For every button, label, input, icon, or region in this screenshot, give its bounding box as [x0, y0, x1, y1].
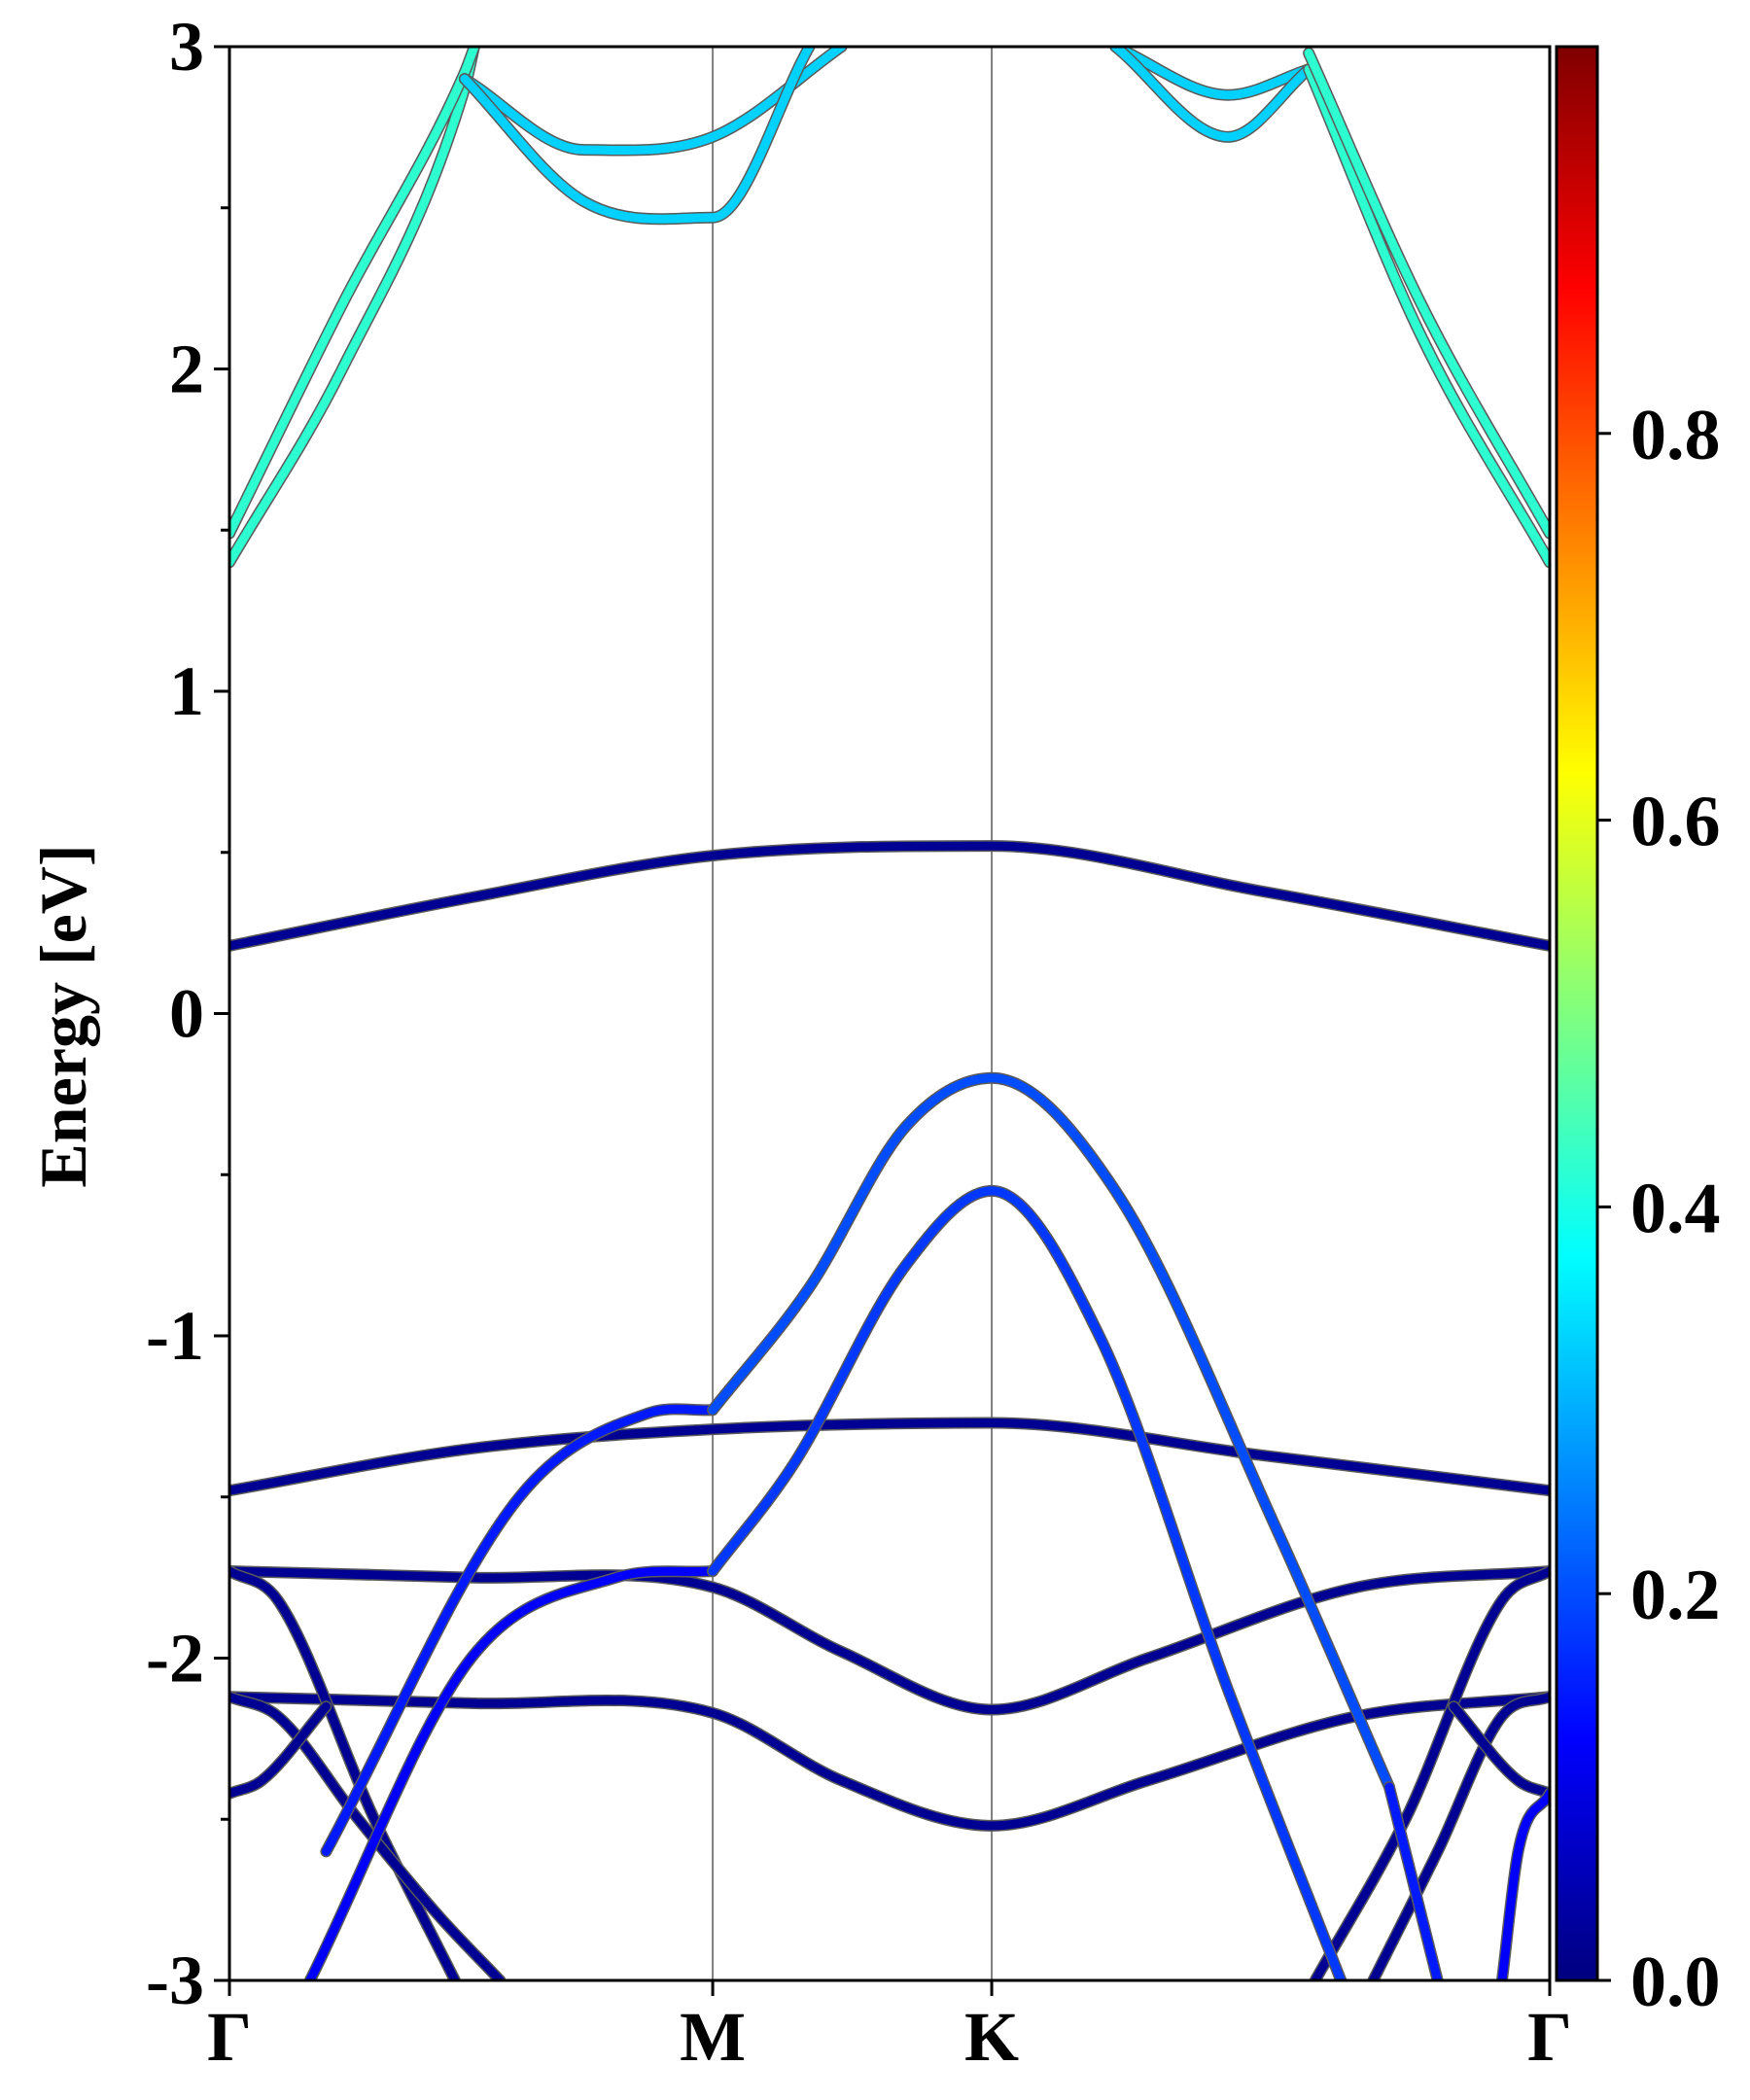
band-line-14 [1384, 1782, 1443, 1980]
colorbar-tick-label: 0.4 [1630, 1169, 1721, 1248]
band-line-6 [229, 1701, 331, 1799]
colorbar-tick-label: 0.2 [1630, 1556, 1721, 1635]
band-line-12 [708, 1073, 1394, 1792]
band-line-1 [229, 1418, 1550, 1495]
x-tick-label: M [680, 1998, 746, 2076]
axes: -3 -2 -1 0 1 2 3 Γ M K Γ [146, 8, 1572, 2076]
band-line-22 [1304, 64, 1550, 567]
band-line-7 [1311, 1566, 1550, 1980]
x-tick-label: Γ [1527, 1998, 1572, 2076]
colorbar-gradient [1555, 45, 1599, 1982]
colorbar: 0.0 0.2 0.4 0.6 0.8 [1555, 45, 1721, 2022]
band-line-10 [305, 1566, 718, 1980]
band-line-23 [1304, 49, 1550, 539]
band-line-5 [229, 1692, 505, 1980]
colorbar-tick-label: 0.0 [1630, 1942, 1721, 2022]
band-line-19 [460, 47, 814, 224]
band-line-3 [229, 1692, 1550, 1831]
band-line-9 [1449, 1701, 1550, 1799]
band-line-8 [1368, 1692, 1550, 1980]
band-line-13 [708, 1186, 1346, 1980]
band-line-15 [1497, 1789, 1550, 1980]
y-tick-label: -3 [146, 1942, 204, 2019]
y-axis-label: Energy [eV] [26, 844, 100, 1187]
y-tick-label: 3 [169, 8, 204, 86]
y-tick-label: -2 [146, 1620, 204, 1698]
plot-area [229, 47, 1550, 1980]
band-line-20 [1110, 47, 1313, 100]
band-outline [707, 1184, 1348, 1980]
x-tick-label: K [964, 1998, 1019, 2076]
band-line-4 [229, 1566, 460, 1980]
colorbar-tick-label: 0.6 [1630, 783, 1721, 862]
y-tick-label: 1 [169, 652, 204, 730]
y-tick-label: -1 [146, 1297, 204, 1375]
band-line-11 [321, 1404, 718, 1856]
band-line-21 [1110, 47, 1313, 142]
band-line-18 [460, 47, 847, 156]
x-tick-label: Γ [207, 1998, 252, 2076]
band-line-0 [229, 841, 1550, 951]
y-tick-label: 0 [169, 975, 204, 1053]
band-outline [229, 840, 1550, 952]
band-line-17 [229, 47, 479, 539]
colorbar-tick-label: 0.8 [1630, 396, 1721, 475]
band-outline [320, 1403, 719, 1858]
y-tick-label: 2 [169, 331, 204, 408]
band-line-2 [229, 1566, 1550, 1715]
